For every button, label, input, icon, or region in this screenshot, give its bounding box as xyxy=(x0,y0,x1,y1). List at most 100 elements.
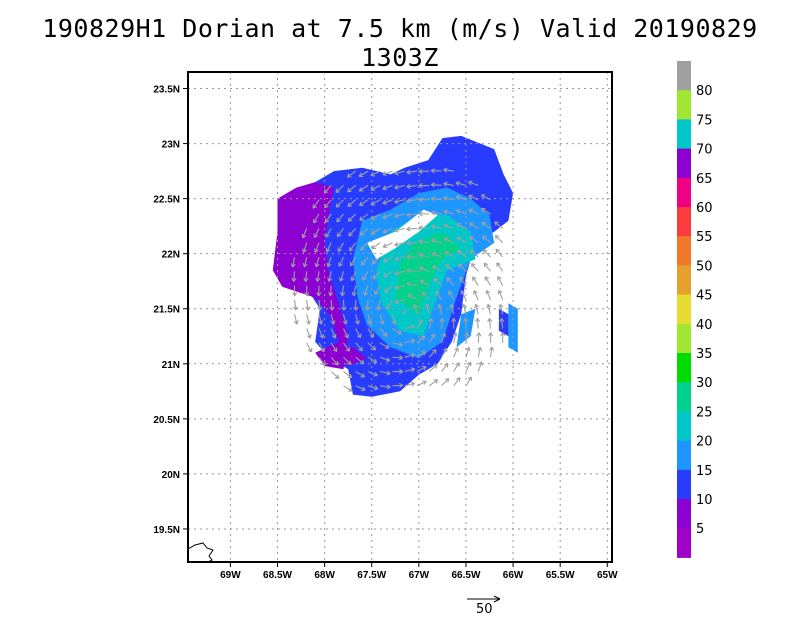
lon-tick-label: 69W xyxy=(220,570,241,581)
wind-vector-head xyxy=(347,202,352,207)
wind-vector xyxy=(496,262,504,272)
colorbar-swatch xyxy=(677,148,691,179)
colorbar-label: 50 xyxy=(696,259,713,274)
wind-vector-head xyxy=(398,341,403,347)
wind-vector xyxy=(457,250,467,258)
wind-vector xyxy=(404,368,415,373)
wind-vector-head xyxy=(336,217,341,223)
wind-vector-head xyxy=(476,332,482,337)
wind-vector xyxy=(500,318,504,329)
wind-vector xyxy=(418,170,430,173)
wind-vector xyxy=(458,263,467,272)
wind-vector-head xyxy=(418,239,423,245)
wind-vector-head xyxy=(330,320,336,325)
wind-vector xyxy=(406,227,418,230)
wind-vector xyxy=(315,256,320,268)
lon-tick-label: 68W xyxy=(314,570,335,581)
wind-vector-head xyxy=(421,291,427,297)
wind-vector-head xyxy=(489,346,495,351)
wind-vector-head xyxy=(313,218,318,224)
wind-vector xyxy=(494,221,504,229)
wind-vector xyxy=(313,213,320,224)
wind-vector xyxy=(416,366,427,372)
wind-vector-head xyxy=(419,266,424,272)
wind-vector-head xyxy=(424,303,430,309)
wind-vector-head xyxy=(382,243,388,249)
wind-vector-head xyxy=(418,183,423,189)
wind-vector-head xyxy=(470,262,476,268)
wind-vector-head xyxy=(370,186,376,191)
wind-vector-head xyxy=(306,334,312,339)
wind-vector xyxy=(370,184,381,191)
wind-vector xyxy=(450,304,455,315)
wind-vector-head xyxy=(418,211,423,217)
wind-vector xyxy=(443,224,454,229)
wind-vector xyxy=(465,347,470,358)
wind-vector xyxy=(431,225,442,229)
wind-vector xyxy=(351,271,357,282)
colorbar-label: 75 xyxy=(696,113,713,128)
wind-vector-head xyxy=(371,259,377,265)
wind-vector xyxy=(386,299,393,309)
wind-vector-head xyxy=(459,276,464,282)
wind-vector-head xyxy=(451,318,457,322)
wind-vector-head xyxy=(338,277,344,282)
wind-vector xyxy=(330,328,336,339)
wind-vector-head xyxy=(455,209,461,214)
wind-vector-head xyxy=(394,284,399,290)
wind-vector xyxy=(486,290,492,301)
wind-vector-head xyxy=(458,263,463,269)
wind-vector xyxy=(318,356,326,366)
wind-vector xyxy=(330,356,339,366)
wind-vector xyxy=(379,342,390,349)
wind-vector xyxy=(453,377,461,387)
wind-vector-head xyxy=(418,225,423,231)
wind-vector-head xyxy=(406,183,411,189)
wind-vector xyxy=(336,228,344,238)
wind-vector xyxy=(382,227,393,234)
wind-vector-head xyxy=(373,385,379,391)
colorbar-swatch xyxy=(677,177,691,208)
wind-vector xyxy=(443,169,454,172)
wind-vector-head xyxy=(394,270,399,276)
wind-vector-head xyxy=(333,361,339,366)
wind-vector xyxy=(355,342,363,352)
colorbar-swatch xyxy=(677,499,691,529)
wind-vector-head xyxy=(431,224,436,230)
wind-vector xyxy=(435,290,442,301)
wind-vector-head xyxy=(301,233,307,239)
wind-vector-head xyxy=(430,168,435,174)
wind-vector xyxy=(370,170,381,176)
wind-vector xyxy=(349,242,357,252)
wind-vector xyxy=(361,256,369,266)
wind-vector-head xyxy=(383,272,388,278)
wind-cell-east-3 xyxy=(498,308,509,337)
wind-vector-head xyxy=(410,381,416,387)
wind-vector xyxy=(382,213,393,219)
wind-vector-head xyxy=(382,185,387,191)
wind-vector-head xyxy=(445,264,450,269)
wind-vector-head xyxy=(497,289,503,295)
reference-vector: 50 xyxy=(467,595,501,617)
wind-vector xyxy=(371,227,381,235)
wind-vector-head xyxy=(335,188,341,194)
wind-vector xyxy=(487,304,492,315)
wind-vector xyxy=(355,328,362,338)
colorbar-label: 70 xyxy=(696,143,713,158)
colorbar-swatch xyxy=(677,469,691,500)
wind-vector-head xyxy=(410,324,415,330)
wind-vector-head xyxy=(418,197,423,203)
wind-vector-head xyxy=(303,277,309,282)
wind-vector-head xyxy=(485,289,491,295)
wind-vector-head xyxy=(500,332,506,337)
wind-vector xyxy=(348,228,357,237)
wind-vector xyxy=(468,181,479,186)
wind-vector-head xyxy=(337,247,342,252)
colorbar-swatch xyxy=(677,323,691,354)
colorbar-label: 15 xyxy=(696,464,713,479)
colorbar-swatch xyxy=(677,265,691,296)
wind-vector-head xyxy=(422,380,427,386)
wind-vector-head xyxy=(394,184,399,190)
wind-vector xyxy=(366,299,369,311)
wind-vector xyxy=(394,270,405,275)
